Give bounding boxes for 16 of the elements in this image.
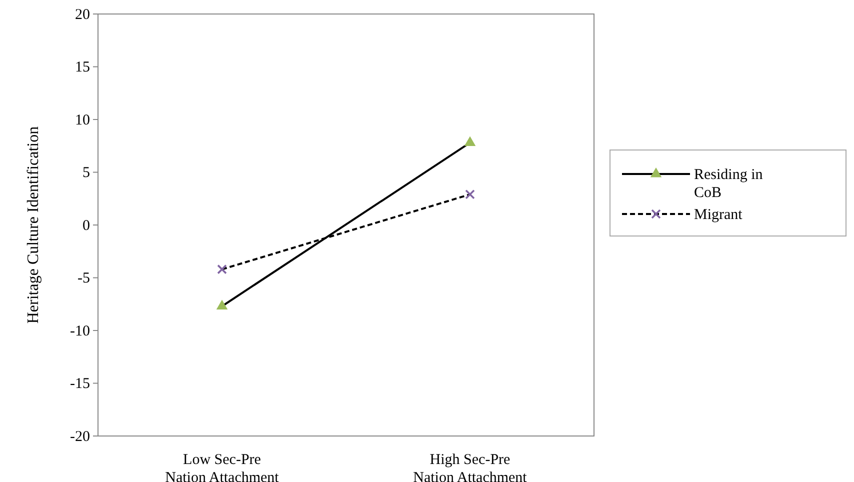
legend-label: Migrant	[694, 207, 744, 223]
y-tick-label: 15	[75, 60, 90, 76]
x-tick-label: High Sec-Pre Nation Attachment	[413, 452, 528, 482]
y-tick-label: 20	[75, 6, 90, 23]
y-tick-label: -5	[78, 270, 90, 287]
x-tick-label: Low Sec-Pre Nation Attachment	[165, 452, 280, 482]
y-tick-label: -10	[70, 323, 90, 340]
y-axis-title: Heritage Culture Identification	[25, 126, 42, 324]
point	[217, 264, 227, 274]
point	[465, 190, 475, 200]
y-tick-label: -15	[70, 376, 90, 392]
y-tick-label: 0	[82, 218, 90, 234]
legend-label: Residing in CoB	[694, 167, 764, 201]
y-tick-label: -20	[70, 428, 90, 445]
y-tick-label: 10	[75, 112, 90, 128]
y-tick-label: 5	[82, 165, 90, 182]
